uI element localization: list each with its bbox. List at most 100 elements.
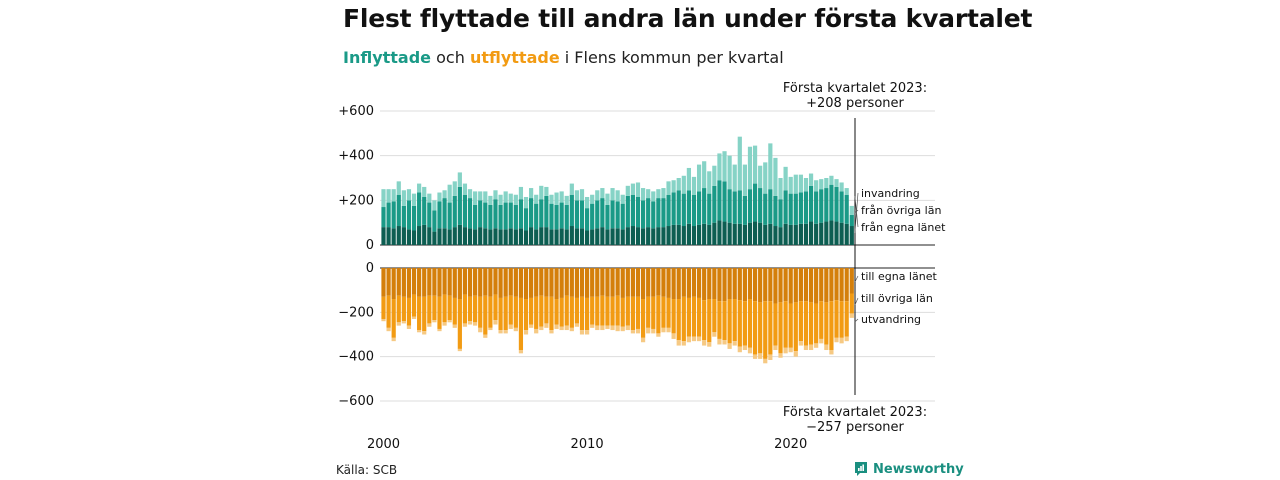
- bar-in-0: [473, 229, 478, 245]
- bar-out-0: [508, 268, 513, 296]
- bar-in-1: [544, 195, 549, 228]
- bar-out-0: [417, 268, 422, 297]
- bar-in-1: [574, 200, 580, 229]
- bar-in-0: [722, 221, 727, 245]
- bar-in-2: [671, 180, 676, 193]
- bar-in-1: [564, 204, 569, 230]
- bar-out-1: [447, 295, 452, 321]
- bar-in-0: [742, 224, 747, 245]
- bar-out-2: [447, 320, 452, 323]
- bar-out-0: [814, 268, 819, 304]
- bar-in-0: [488, 229, 493, 245]
- bar-in-1: [513, 204, 518, 230]
- bar-out-0: [640, 268, 646, 300]
- bar-out-2: [620, 326, 625, 332]
- subtitle-och: och: [431, 48, 470, 67]
- bar-out-0: [727, 268, 732, 300]
- bar-out-0: [442, 268, 447, 295]
- bar-in-2: [432, 200, 437, 211]
- bar-out-2: [554, 324, 559, 329]
- bar-in-0: [732, 223, 737, 245]
- bar-out-2: [457, 348, 462, 352]
- bar-out-2: [498, 330, 503, 334]
- bar-out-0: [585, 268, 590, 298]
- bar-in-2: [620, 194, 625, 204]
- annotation-top-line1: Första kvartalet 2023:: [783, 81, 927, 96]
- bar-in-2: [778, 178, 783, 200]
- bar-out-1: [620, 297, 625, 327]
- bar-out-0: [529, 268, 534, 298]
- bar-in-2: [773, 157, 778, 196]
- bar-in-2: [493, 190, 498, 200]
- bar-in-0: [839, 222, 844, 245]
- bar-in-0: [529, 227, 534, 245]
- bar-out-0: [630, 268, 636, 297]
- bar-in-2: [788, 176, 793, 194]
- bars: [381, 136, 854, 364]
- chart-subtitle: Inflyttade och utflyttade i Flens kommun…: [343, 48, 784, 67]
- bar-in-1: [381, 207, 386, 228]
- bar-in-2: [763, 162, 768, 194]
- bar-out-2: [773, 345, 778, 351]
- bar-out-1: [386, 295, 391, 328]
- bar-in-2: [681, 175, 686, 194]
- bar-out-1: [381, 296, 386, 319]
- bar-in-2: [503, 191, 508, 203]
- bar-out-2: [585, 330, 590, 335]
- bar-in-0: [819, 222, 824, 245]
- bar-out-1: [503, 296, 508, 331]
- bar-in-2: [381, 189, 386, 208]
- bar-in-0: [508, 228, 513, 245]
- bar-out-1: [788, 303, 793, 348]
- bar-out-0: [625, 268, 630, 297]
- y-tick-bottom: −400: [338, 350, 374, 365]
- bar-in-0: [803, 223, 809, 245]
- bar-in-0: [452, 227, 457, 245]
- bar-out-1: [844, 301, 849, 337]
- bar-in-2: [447, 184, 452, 203]
- bar-out-2: [763, 358, 768, 364]
- series-label-out: till egna länet: [861, 270, 937, 283]
- bar-out-0: [712, 268, 717, 300]
- bar-out-1: [615, 295, 620, 326]
- bar-out-0: [478, 268, 483, 297]
- bar-out-2: [686, 336, 691, 343]
- bar-out-2: [666, 327, 671, 333]
- bar-out-2: [462, 323, 468, 327]
- bar-in-0: [666, 226, 671, 245]
- bar-in-1: [483, 202, 488, 229]
- bar-in-0: [590, 229, 595, 245]
- bar-out-2: [559, 326, 564, 331]
- bar-out-2: [600, 325, 605, 331]
- bar-in-1: [442, 198, 447, 229]
- bar-in-0: [595, 228, 600, 245]
- y-tick-top: +200: [338, 193, 374, 208]
- bar-out-1: [661, 296, 666, 328]
- chart-title: Flest flyttade till andra län under förs…: [343, 4, 1033, 33]
- newsworthy-icon: [855, 462, 867, 476]
- bar-out-2: [493, 320, 498, 325]
- bar-in-1: [788, 193, 793, 225]
- bar-in-2: [691, 176, 697, 195]
- bar-out-1: [401, 296, 406, 322]
- bar-in-2: [391, 189, 396, 202]
- bar-out-0: [773, 268, 778, 304]
- bar-in-1: [411, 205, 417, 231]
- bar-out-2: [829, 350, 834, 355]
- bar-out-2: [508, 324, 513, 329]
- bar-out-1: [651, 296, 656, 329]
- bar-out-1: [625, 296, 630, 326]
- bar-in-0: [427, 227, 432, 245]
- bar-in-0: [793, 224, 798, 245]
- bar-out-2: [544, 323, 549, 328]
- bar-in-2: [630, 183, 636, 195]
- bar-in-2: [605, 193, 610, 205]
- bar-in-2: [717, 153, 722, 181]
- bar-in-1: [427, 202, 432, 228]
- bar-out-0: [406, 268, 412, 298]
- bar-out-1: [508, 295, 513, 325]
- bar-in-0: [778, 227, 783, 245]
- bar-in-0: [406, 229, 412, 245]
- bar-out-2: [417, 330, 422, 333]
